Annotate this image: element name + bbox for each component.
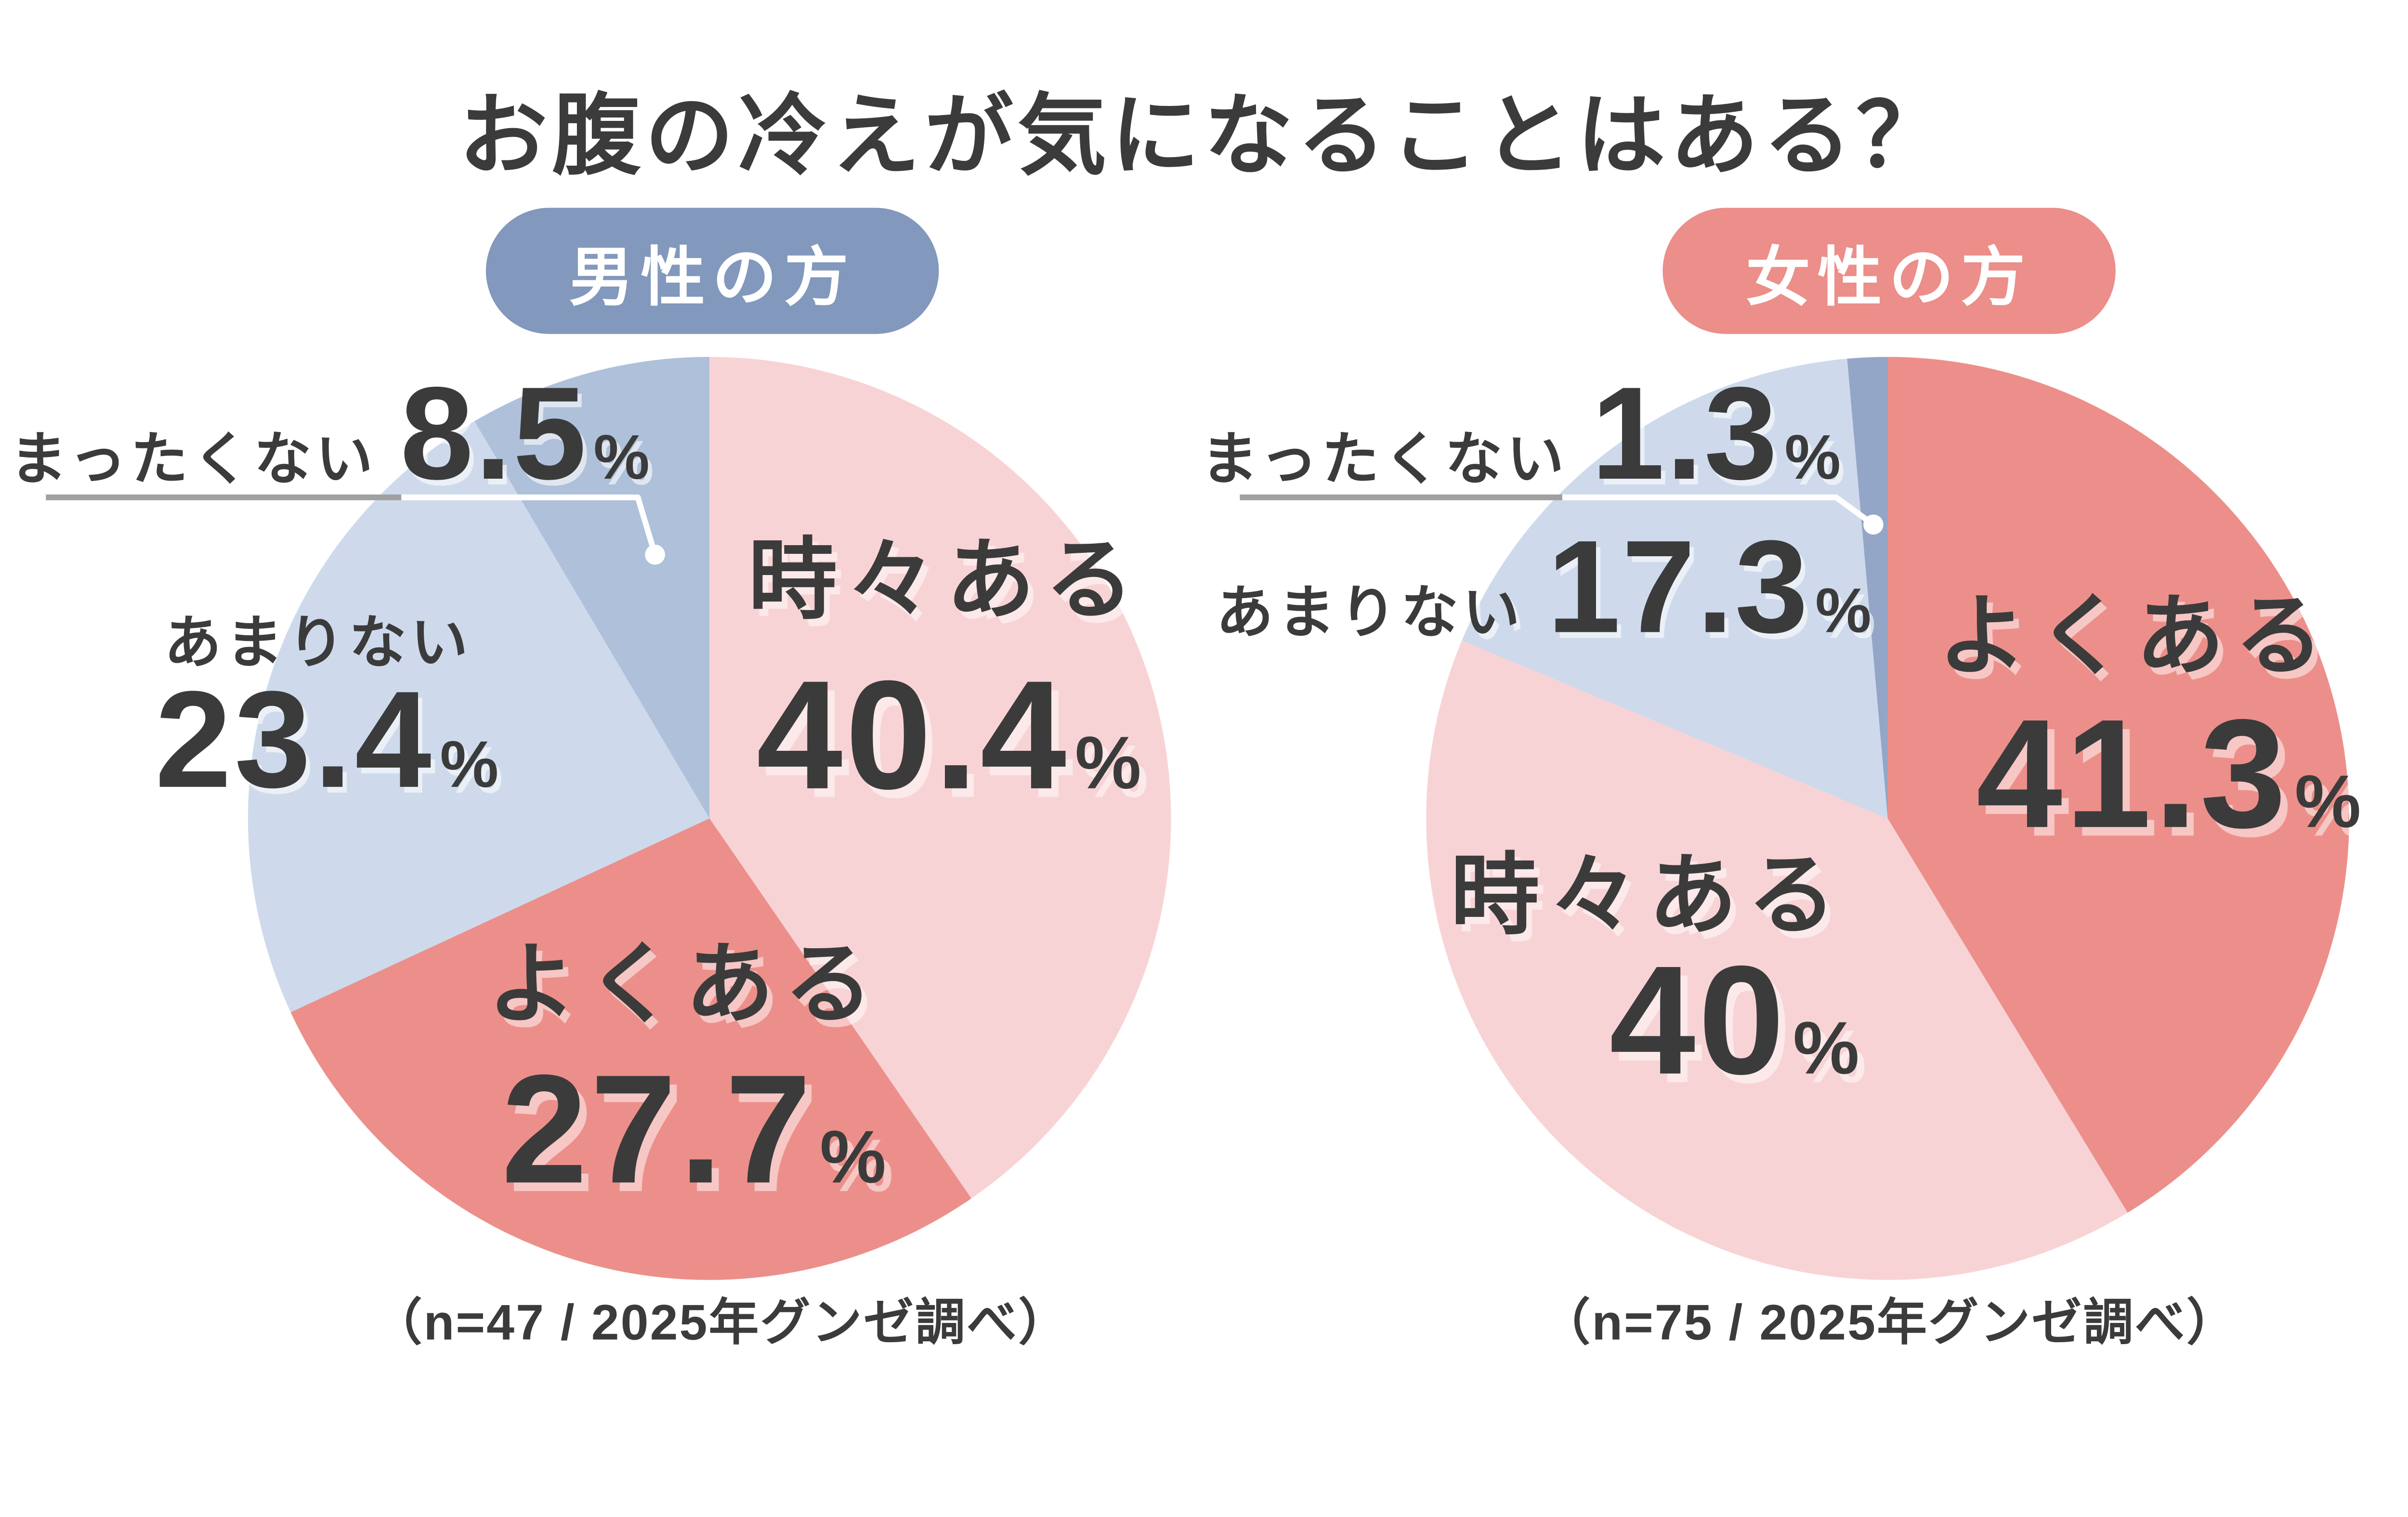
male-sample-note: （n=47 / 2025年グンゼ調べ）: [372, 1295, 1070, 1351]
female-tokidoki-value: 40%: [1609, 933, 1859, 1107]
female-amarinai-percent-sign: %: [1815, 576, 1871, 647]
female-amarinai-number: 17.3: [1547, 514, 1810, 661]
female-yokuaru-label: よくある: [1937, 588, 2334, 687]
female-yokuaru-number: 41.3: [1976, 686, 2289, 860]
female-amarinai-label: あまりない: [1216, 582, 1524, 645]
male-amarinai-label: あまりない: [164, 612, 472, 675]
male-tokidoki-number: 40.4: [756, 648, 1070, 822]
male-mattakunai-row: まったくない 8.5%: [10, 368, 650, 500]
female-group-badge-label: 女性の方: [1745, 240, 2033, 314]
female-mattakunai-number: 1.3: [1591, 361, 1779, 508]
female-sample-note: （n=75 / 2025年グンゼ調べ）: [1540, 1295, 2238, 1351]
male-yokuaru-value: 27.7%: [501, 1042, 886, 1216]
female-yokuaru-percent-sign: %: [2294, 761, 2361, 844]
male-mattakunai-percent-sign: %: [593, 422, 650, 493]
male-yokuaru-label: よくある: [487, 936, 883, 1035]
female-yokuaru-value: 41.3%: [1976, 696, 2361, 851]
page-title: お腹の冷えが気になることはある？: [458, 87, 1950, 186]
male-amarinai-percent-sign: %: [440, 726, 499, 801]
male-amarinai-number: 23.4: [155, 663, 434, 817]
male-mattakunai-label: まったくない: [10, 428, 378, 492]
male-tokidoki-label: 時々ある: [748, 532, 1144, 631]
male-tokidoki-value: 40.4%: [756, 648, 1141, 822]
female-amarinai-row: あまりない 17.3%: [1216, 522, 1871, 654]
male-group-badge-label: 男性の方: [569, 240, 856, 314]
female-group-badge: 女性の方: [1662, 208, 2116, 334]
female-tokidoki-percent-sign: %: [1793, 1007, 1859, 1091]
female-tokidoki-label: 時々ある: [1450, 847, 1846, 946]
female-mattakunai-percent-sign: %: [1784, 422, 1841, 493]
male-yokuaru-number: 27.7: [501, 1042, 814, 1216]
survey-infographic: お腹の冷えが気になることはある？ 男性の方 時々ある 40.4% よくある 27…: [10, 87, 2361, 1351]
female-mattakunai-row: まったくない 1.3%: [1201, 368, 1841, 500]
female-tokidoki-number: 40: [1609, 933, 1788, 1107]
male-mattakunai-number: 8.5: [400, 361, 588, 508]
male-group-badge: 男性の方: [485, 208, 939, 334]
male-tokidoki-percent-sign: %: [1075, 722, 1141, 806]
male-amarinai-value: 23.4%: [155, 663, 499, 817]
male-yokuaru-percent-sign: %: [820, 1116, 886, 1200]
female-mattakunai-label: まったくない: [1201, 428, 1569, 492]
